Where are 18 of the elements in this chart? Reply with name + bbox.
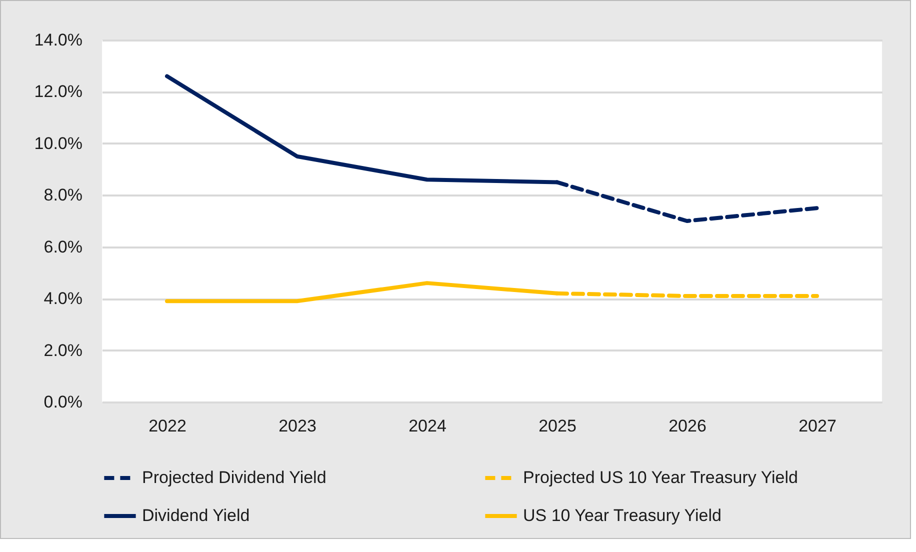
y-tick-label: 2.0% bbox=[44, 340, 82, 360]
x-tick-label: 2026 bbox=[668, 416, 706, 436]
legend-label: US 10 Year Treasury Yield bbox=[523, 506, 722, 525]
x-tick-label: 2025 bbox=[538, 416, 576, 436]
x-tick-label: 2024 bbox=[408, 416, 446, 436]
x-tick-label: 2023 bbox=[278, 416, 316, 436]
y-tick-label: 8.0% bbox=[44, 186, 82, 205]
legend-label: Projected Dividend Yield bbox=[142, 468, 326, 487]
y-tick-label: 10.0% bbox=[34, 134, 82, 153]
y-tick-label: 12.0% bbox=[34, 82, 82, 102]
x-tick-label: 2027 bbox=[798, 416, 836, 436]
legend-label: Dividend Yield bbox=[142, 506, 250, 525]
y-tick-label: 4.0% bbox=[44, 289, 82, 308]
y-tick-label: 6.0% bbox=[44, 237, 82, 256]
y-tick-label: 0.0% bbox=[44, 392, 82, 412]
legend-label: Projected US 10 Year Treasury Yield bbox=[523, 468, 798, 487]
y-tick-label: 14.0% bbox=[34, 30, 82, 50]
x-tick-label: 2022 bbox=[148, 416, 186, 436]
